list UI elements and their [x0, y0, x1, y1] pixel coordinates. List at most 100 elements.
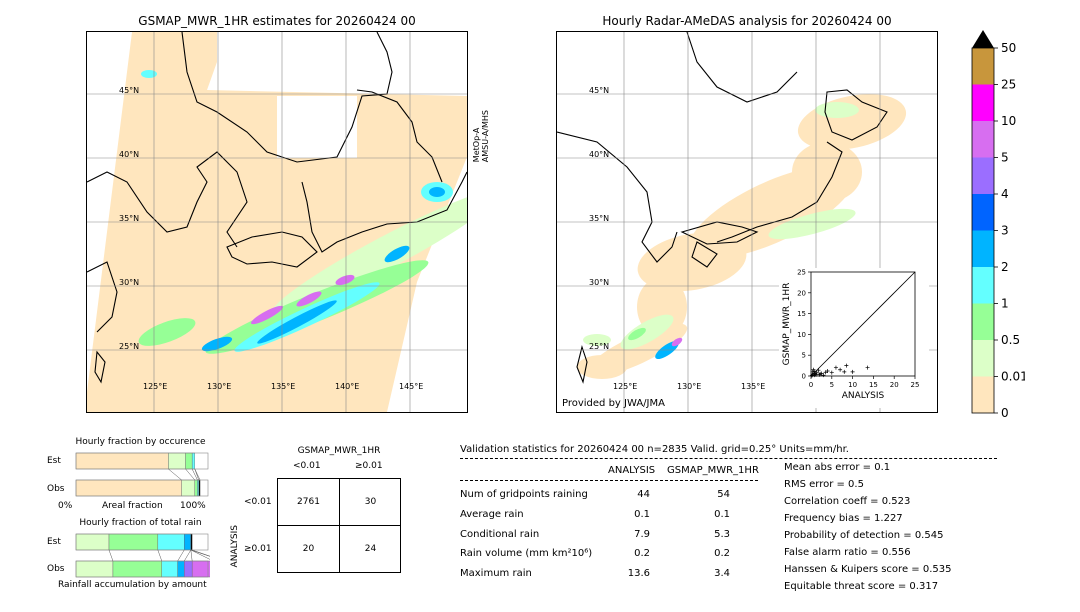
scatter-point — [818, 371, 823, 376]
scatter-point — [816, 368, 821, 373]
rainfrac-connector — [108, 549, 114, 562]
scatter-x-tick-label: 10 — [848, 381, 857, 389]
contingency-table: 2761 30 20 24 — [277, 478, 401, 573]
validation-col-gsmap: GSMAP_MWR_1HR — [667, 465, 759, 476]
rainfrac-segment — [75, 560, 114, 578]
rainfrac-connector — [177, 549, 185, 562]
rainfrac-segment — [191, 560, 210, 578]
colorbar-segment — [972, 121, 994, 158]
scatter-y-tick-label: 15 — [797, 310, 806, 318]
colorbar-extend-arrow — [972, 30, 994, 48]
rain-band-light — [271, 189, 467, 315]
scatter-ylabel: GSMAP_MWR_1HR — [782, 283, 792, 366]
occurrence-est-label: Est — [47, 456, 61, 466]
rainfrac-footer: Rainfall accumulation by amount — [58, 580, 207, 590]
left-lat-30: 30°N — [119, 278, 140, 287]
validation-subdivider — [460, 480, 758, 481]
left-lon-140: 140°E — [335, 382, 360, 391]
score-7: Equitable threat score = 0.317 — [784, 581, 939, 592]
validation-header: Validation statistics for 20260424 00 n=… — [460, 444, 849, 455]
rain-cell-s — [201, 336, 233, 352]
rainfrac-segment — [161, 560, 178, 578]
rainfrac-segment — [184, 533, 192, 551]
occurrence-segment — [75, 452, 169, 470]
left-map-panel: 45°N 40°N 35°N 30°N 25°N 125°E 130°E 135… — [86, 31, 468, 413]
rainfrac-segment — [157, 533, 185, 551]
score-1: RMS error = 0.5 — [784, 479, 864, 490]
scatter-y-tick-label: 10 — [797, 331, 806, 339]
radar-intense-rain — [671, 337, 683, 347]
contingency-col-0: <0.01 — [293, 461, 321, 471]
stat-analysis-1: 0.1 — [634, 509, 650, 520]
scatter-point — [823, 370, 828, 375]
colorbar-label: 5 — [1001, 151, 1009, 165]
stat-gsmap-2: 5.3 — [714, 529, 730, 540]
left-lat-40: 40°N — [119, 150, 140, 159]
scatter-point — [810, 369, 815, 374]
stat-gsmap-4: 3.4 — [714, 568, 730, 579]
left-lon-135: 135°E — [271, 382, 296, 391]
scatter-x-tick-label: 25 — [911, 381, 920, 389]
scatter-point — [844, 363, 849, 368]
scatter-x-tick-label: 0 — [809, 381, 813, 389]
occurrence-connector — [185, 468, 195, 481]
occurrence-title: Hourly fraction by occurence — [75, 437, 206, 447]
occurrence-segment — [168, 452, 186, 470]
score-5: False alarm ratio = 0.556 — [784, 547, 911, 558]
right-lat-45: 45°N — [589, 86, 610, 95]
scatter-point — [865, 365, 870, 370]
scatter-point — [825, 369, 830, 374]
colorbar: 50 25 10 5 4 3 2 1 0.5 0.01 0 — [971, 30, 1025, 420]
right-map-panel: 45°N 40°N 35°N 30°N 25°N 125°E 130°E 135… — [556, 31, 938, 413]
stat-gsmap-3: 0.2 — [714, 548, 730, 559]
score-0: Mean abs error = 0.1 — [784, 462, 891, 473]
colorbar-label: 2 — [1001, 260, 1009, 274]
occurrence-obs-label: Obs — [47, 484, 65, 494]
colorbar-label: 25 — [1001, 78, 1016, 92]
occurrence-segment — [185, 452, 193, 470]
occurrence-segment — [181, 479, 195, 497]
right-lon-125: 125°E — [613, 382, 638, 391]
left-lon-125: 125°E — [143, 382, 168, 391]
rain-core-2 — [296, 291, 322, 307]
colorbar-label: 3 — [1001, 224, 1009, 238]
scatter-inset: 0 5 10 15 20 25 0 5 10 15 20 25 ANALYSIS GSMAP_MWR_1H… — [779, 268, 929, 408]
colorbar-label: 0.01 — [1001, 370, 1025, 384]
occurrence-segment — [194, 479, 198, 497]
scatter-point — [814, 370, 819, 375]
rain-band-blue — [257, 300, 337, 344]
colorbar-segment — [972, 230, 994, 267]
colorbar-segment — [972, 194, 994, 231]
stat-gsmap-1: 0.1 — [714, 509, 730, 520]
left-map-title: GSMAP_MWR_1HR estimates for 20260424 00 — [138, 14, 416, 28]
stat-label-4: Maximum rain — [460, 568, 532, 579]
rainfrac-segment — [177, 560, 185, 578]
colorbar-segment — [972, 376, 994, 413]
colorbar-segment — [972, 157, 994, 194]
occurrence-x-min: 0% — [58, 501, 73, 511]
occurrence-segment — [75, 479, 182, 497]
radar-moderate-rain — [628, 327, 646, 341]
contingency-cell-01: 30 — [364, 497, 377, 507]
rainfrac-title: Hourly fraction of total rain — [79, 518, 202, 528]
left-map-canvas — [87, 32, 467, 412]
occurrence-x-label: Areal fraction — [102, 501, 163, 511]
contingency-title: GSMAP_MWR_1HR — [297, 446, 381, 456]
right-lon-130: 130°E — [677, 382, 702, 391]
right-lat-40: 40°N — [589, 150, 610, 159]
swath-gap — [277, 96, 357, 158]
score-2: Correlation coeff = 0.523 — [784, 496, 911, 507]
rain-cell-ne-core — [429, 187, 445, 197]
rainfrac-segment — [190, 533, 193, 551]
contingency-col-1: ≥0.01 — [355, 461, 383, 471]
stat-label-1: Average rain — [460, 509, 524, 520]
right-lon-135: 135°E — [741, 382, 766, 391]
colorbar-segment — [972, 303, 994, 340]
scatter-x-tick-label: 20 — [890, 381, 899, 389]
colorbar-segment — [972, 48, 994, 85]
scatter-x-tick-label: 5 — [830, 381, 834, 389]
left-lat-35: 35°N — [119, 214, 140, 223]
right-lat-25: 25°N — [589, 342, 610, 351]
validation-col-analysis: ANALYSIS — [608, 465, 656, 476]
right-lat-35: 35°N — [589, 214, 610, 223]
